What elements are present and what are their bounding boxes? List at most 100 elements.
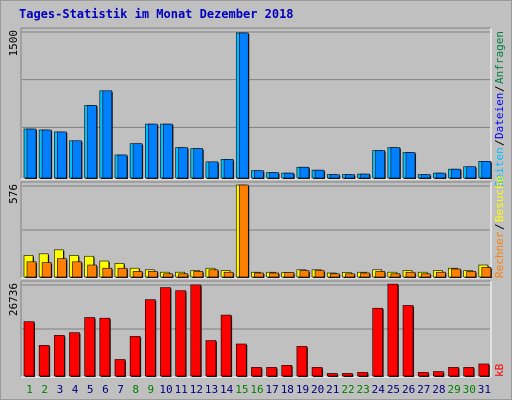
bar-kb-day-7: [114, 359, 126, 377]
bar-kb-day-6: [99, 317, 111, 377]
x-tick-label-day-5: 5: [87, 383, 94, 396]
bar-kb-day-14: [220, 314, 232, 377]
bar-kb-day-4: [69, 332, 80, 377]
y-max-label-middle: 576: [7, 184, 20, 204]
bar-dateien-day-23: [360, 173, 370, 179]
bar-rechner-day-13: [208, 269, 219, 278]
legend-anfragen: Anfragen: [493, 31, 506, 84]
bar-kb-day-20: [311, 367, 323, 377]
x-tick-label-day-25: 25: [387, 383, 400, 396]
bar-dateien-day-28: [436, 172, 446, 179]
x-tick-label-day-18: 18: [281, 383, 294, 396]
bar-kb-day-15: [235, 343, 247, 377]
x-tick-label-day-4: 4: [72, 383, 79, 396]
x-tick-label-day-28: 28: [432, 383, 445, 396]
x-tick-label-day-12: 12: [190, 383, 203, 396]
bar-kb-day-16: [251, 367, 262, 377]
bar-rechner-day-7: [117, 267, 128, 278]
bar-rechner-day-25: [390, 273, 401, 278]
bar-dateien-day-13: [208, 161, 219, 179]
x-tick-label-day-10: 10: [159, 383, 172, 396]
legend-rechner: Rechner: [493, 231, 506, 278]
bar-dateien-day-10: [163, 123, 173, 179]
bar-kb-day-30: [463, 367, 474, 377]
bar-rechner-day-22: [345, 273, 355, 278]
bar-dateien-day-5: [87, 105, 97, 179]
bar-dateien-day-1: [26, 128, 37, 179]
bar-kb-day-19: [296, 346, 308, 377]
bar-kb-day-17: [266, 367, 277, 377]
bar-dateien-day-12: [193, 148, 204, 179]
x-tick-label-day-8: 8: [132, 383, 139, 396]
bar-kb-day-28: [433, 371, 444, 377]
bar-dateien-day-2: [41, 129, 52, 179]
x-tick-label-day-31: 31: [478, 383, 491, 396]
x-tick-label-day-26: 26: [402, 383, 415, 396]
x-tick-label-day-20: 20: [311, 383, 324, 396]
x-tick-label-day-17: 17: [266, 383, 279, 396]
x-tick-label-day-7: 7: [117, 383, 124, 396]
bar-rechner-day-18: [284, 272, 295, 278]
bar-dateien-day-7: [117, 154, 128, 179]
x-tick-label-day-22: 22: [341, 383, 354, 396]
bar-rechner-day-15: [238, 184, 249, 278]
bar-rechner-day-10: [163, 273, 173, 278]
bar-dateien-day-27: [420, 174, 431, 179]
bar-kb-day-31: [478, 363, 490, 377]
bar-rechner-day-21: [329, 273, 340, 278]
bar-dateien-day-18: [284, 172, 295, 179]
bar-kb-day-1: [23, 321, 35, 377]
bar-rechner-day-29: [451, 268, 461, 278]
x-tick-label-day-1: 1: [26, 383, 33, 396]
bar-kb-day-23: [357, 372, 368, 377]
legend-kb: kB: [493, 363, 506, 377]
bar-rechner-day-14: [223, 271, 234, 278]
bar-dateien-day-14: [223, 159, 234, 179]
bar-dateien-day-26: [405, 152, 416, 179]
bar-kb-day-25: [387, 283, 399, 377]
bar-dateien-day-20: [314, 169, 325, 179]
bar-dateien-day-22: [345, 174, 355, 179]
bar-rechner-day-4: [72, 261, 82, 278]
bar-dateien-day-9: [147, 123, 158, 179]
legend-separator: /: [493, 223, 506, 230]
bar-rechner-day-28: [436, 271, 446, 278]
bar-rechner-day-23: [360, 272, 370, 278]
bar-rechner-day-16: [254, 272, 264, 278]
bar-rechner-day-11: [178, 273, 188, 278]
y-max-label-bottom: 26736: [7, 283, 20, 316]
bar-rechner-day-20: [314, 270, 325, 278]
x-tick-label-day-30: 30: [463, 383, 476, 396]
bar-dateien-day-25: [390, 147, 401, 179]
bar-kb-day-18: [281, 365, 293, 377]
bar-kb-day-24: [372, 307, 384, 377]
bar-rechner-day-31: [481, 267, 492, 278]
bar-dateien-day-3: [57, 131, 67, 179]
bar-rechner-day-6: [102, 267, 113, 278]
bar-kb-day-10: [160, 287, 171, 377]
bar-kb-day-26: [402, 305, 414, 377]
x-tick-label-day-21: 21: [326, 383, 339, 396]
bar-rechner-day-17: [269, 272, 279, 278]
bar-kb-day-8: [129, 336, 141, 377]
bar-kb-day-3: [54, 335, 65, 377]
bar-dateien-day-17: [269, 172, 279, 179]
bar-rechner-day-8: [132, 271, 143, 278]
bar-rechner-day-24: [375, 271, 386, 278]
page-title: Tages-Statistik im Monat Dezember 2018: [19, 7, 294, 21]
bar-rechner-day-12: [193, 271, 204, 278]
bar-kb-day-5: [84, 317, 95, 377]
y-max-label-top: 1500: [7, 30, 20, 57]
legend-dateien: Dateien: [493, 93, 506, 139]
bar-kb-day-2: [38, 345, 50, 377]
bar-rechner-day-1: [26, 261, 37, 278]
x-tick-label-day-19: 19: [296, 383, 309, 396]
bar-dateien-day-11: [178, 147, 188, 179]
bar-kb-day-12: [190, 284, 202, 377]
bar-dateien-day-24: [375, 150, 386, 179]
bar-dateien-day-21: [329, 174, 340, 179]
bar-rechner-day-3: [57, 258, 67, 278]
x-tick-label-day-2: 2: [41, 383, 48, 396]
legend-separator: /: [493, 85, 506, 92]
